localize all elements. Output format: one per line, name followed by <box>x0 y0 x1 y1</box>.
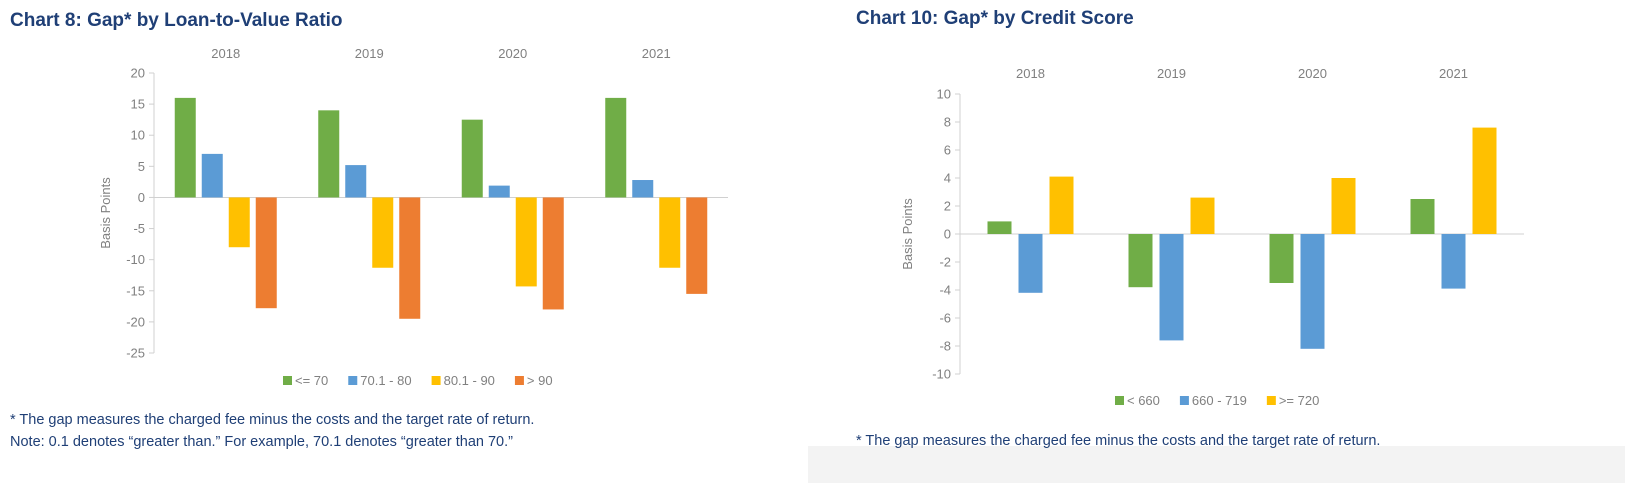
y-tick-label: -25 <box>126 346 145 361</box>
legend-swatch <box>1179 396 1189 405</box>
bar--660-2019 <box>1128 234 1153 288</box>
bar-660-719-2021 <box>1441 234 1466 289</box>
legend-label: 70.1 - 80 <box>360 373 411 388</box>
y-tick-label: 10 <box>937 87 951 102</box>
legend-swatch <box>1266 396 1276 405</box>
gap-footnote: * The gap measures the charged fee minus… <box>10 412 535 428</box>
credit-score-bar-chart: 10 8 6 4 2 0 -2 -4 -6 -8 -10 Basis Points 2018 2019 20… <box>900 66 1524 408</box>
chart-10-panel: Chart 10: Gap* by Credit Score 10 8 6 4 2 0 -2… <box>808 0 1625 483</box>
y-tick-label: -4 <box>939 283 951 298</box>
category-label: 2019 <box>1157 66 1186 81</box>
bar--90-2020 <box>542 197 564 310</box>
category-label: 2018 <box>211 46 240 61</box>
y-tick-label: -2 <box>939 255 951 270</box>
bar--70-2021 <box>605 97 627 198</box>
y-tick-label: -15 <box>126 283 145 298</box>
bar--90-2018 <box>255 197 277 309</box>
chart-title: Chart 8: Gap* by Loan-to-Value Ratio <box>10 10 343 31</box>
bar--70-2018 <box>174 97 196 198</box>
legend-label: 660 - 719 <box>1192 393 1247 408</box>
bar-80-1-90-2020 <box>515 197 537 287</box>
bar-70-1-80-2020 <box>488 185 510 198</box>
bar-70-1-80-2021 <box>632 180 654 198</box>
bar--720-2021 <box>1472 127 1497 234</box>
y-tick-label: -10 <box>932 367 951 382</box>
bar-70-1-80-2018 <box>201 153 223 198</box>
bar--90-2019 <box>399 197 421 319</box>
footer-band <box>808 446 1625 483</box>
bar-660-719-2018 <box>1018 234 1043 293</box>
ltv-note: Note: 0.1 denotes “greater than.” For ex… <box>10 434 513 450</box>
legend-swatch <box>348 376 358 385</box>
y-tick-label: 0 <box>944 227 951 242</box>
legend-swatch <box>283 376 292 385</box>
category-label: 2018 <box>1016 66 1045 81</box>
bar-80-1-90-2021 <box>659 197 681 268</box>
bar-70-1-80-2019 <box>345 165 367 198</box>
category-label: 2020 <box>498 46 527 61</box>
chart-title: Chart 10: Gap* by Credit Score <box>856 8 1134 29</box>
y-axis-title: Basis Points <box>98 177 113 249</box>
bar-660-719-2020 <box>1300 234 1325 349</box>
category-label: 2020 <box>1298 66 1327 81</box>
bar--720-2018 <box>1049 176 1074 234</box>
bar--660-2021 <box>1410 199 1435 234</box>
bar--720-2020 <box>1331 178 1356 234</box>
gap-footnote: * The gap measures the charged fee minus… <box>856 433 1381 449</box>
y-axis-title: Basis Points <box>900 198 915 270</box>
legend-label: >= 720 <box>1279 393 1320 408</box>
legend-label: <= 70 <box>295 373 328 388</box>
y-tick-label: 6 <box>944 143 951 158</box>
bar-80-1-90-2019 <box>372 197 394 268</box>
bar--70-2019 <box>318 110 340 198</box>
y-tick-label: -10 <box>126 252 145 267</box>
y-tick-label: 0 <box>138 190 145 205</box>
y-tick-label: -20 <box>126 314 145 329</box>
legend-swatch <box>1115 396 1124 405</box>
y-tick-label: 10 <box>131 128 145 143</box>
bar--70-2020 <box>461 119 483 198</box>
category-label: 2021 <box>642 46 671 61</box>
legend-label: 80.1 - 90 <box>444 373 495 388</box>
legend-label: > 90 <box>527 373 553 388</box>
chart-8-panel: Chart 8: Gap* by Loan-to-Value Ratio 20 1… <box>0 0 800 483</box>
y-tick-label: 5 <box>138 159 145 174</box>
bar--90-2021 <box>686 197 708 294</box>
ltv-bar-chart: 20 15 10 5 0 -5 -10 -15 -20 -25 Basis Points 2018 20… <box>98 46 728 388</box>
bar--660-2018 <box>987 221 1012 234</box>
legend-swatch <box>431 376 441 385</box>
bar-660-719-2019 <box>1159 234 1184 341</box>
y-tick-label: 15 <box>131 97 145 112</box>
y-tick-label: 4 <box>944 171 951 186</box>
y-tick-label: -8 <box>939 339 951 354</box>
y-tick-label: -5 <box>133 221 145 236</box>
category-label: 2021 <box>1439 66 1468 81</box>
bar-80-1-90-2018 <box>228 197 250 248</box>
y-tick-label: -6 <box>939 311 951 326</box>
y-tick-label: 20 <box>131 66 145 81</box>
bar--720-2019 <box>1190 197 1215 234</box>
y-tick-label: 8 <box>944 115 951 130</box>
category-label: 2019 <box>355 46 384 61</box>
bar--660-2020 <box>1269 234 1294 283</box>
legend-swatch <box>514 376 524 385</box>
legend-label: < 660 <box>1127 393 1160 408</box>
y-tick-label: 2 <box>944 199 951 214</box>
